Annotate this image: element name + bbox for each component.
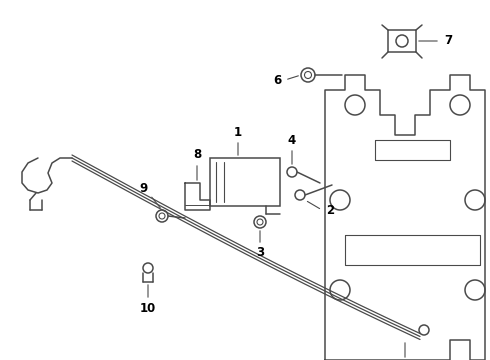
Bar	[210, 158, 280, 206]
Text: 7: 7	[444, 35, 452, 48]
Text: 6: 6	[273, 73, 281, 86]
Bar	[388, 30, 416, 52]
Text: 2: 2	[326, 203, 334, 216]
Text: 4: 4	[288, 134, 296, 147]
Text: 1: 1	[234, 126, 242, 139]
Text: 8: 8	[193, 148, 201, 162]
Text: 10: 10	[140, 302, 156, 315]
Text: 9: 9	[139, 181, 147, 194]
Text: 3: 3	[256, 247, 264, 260]
